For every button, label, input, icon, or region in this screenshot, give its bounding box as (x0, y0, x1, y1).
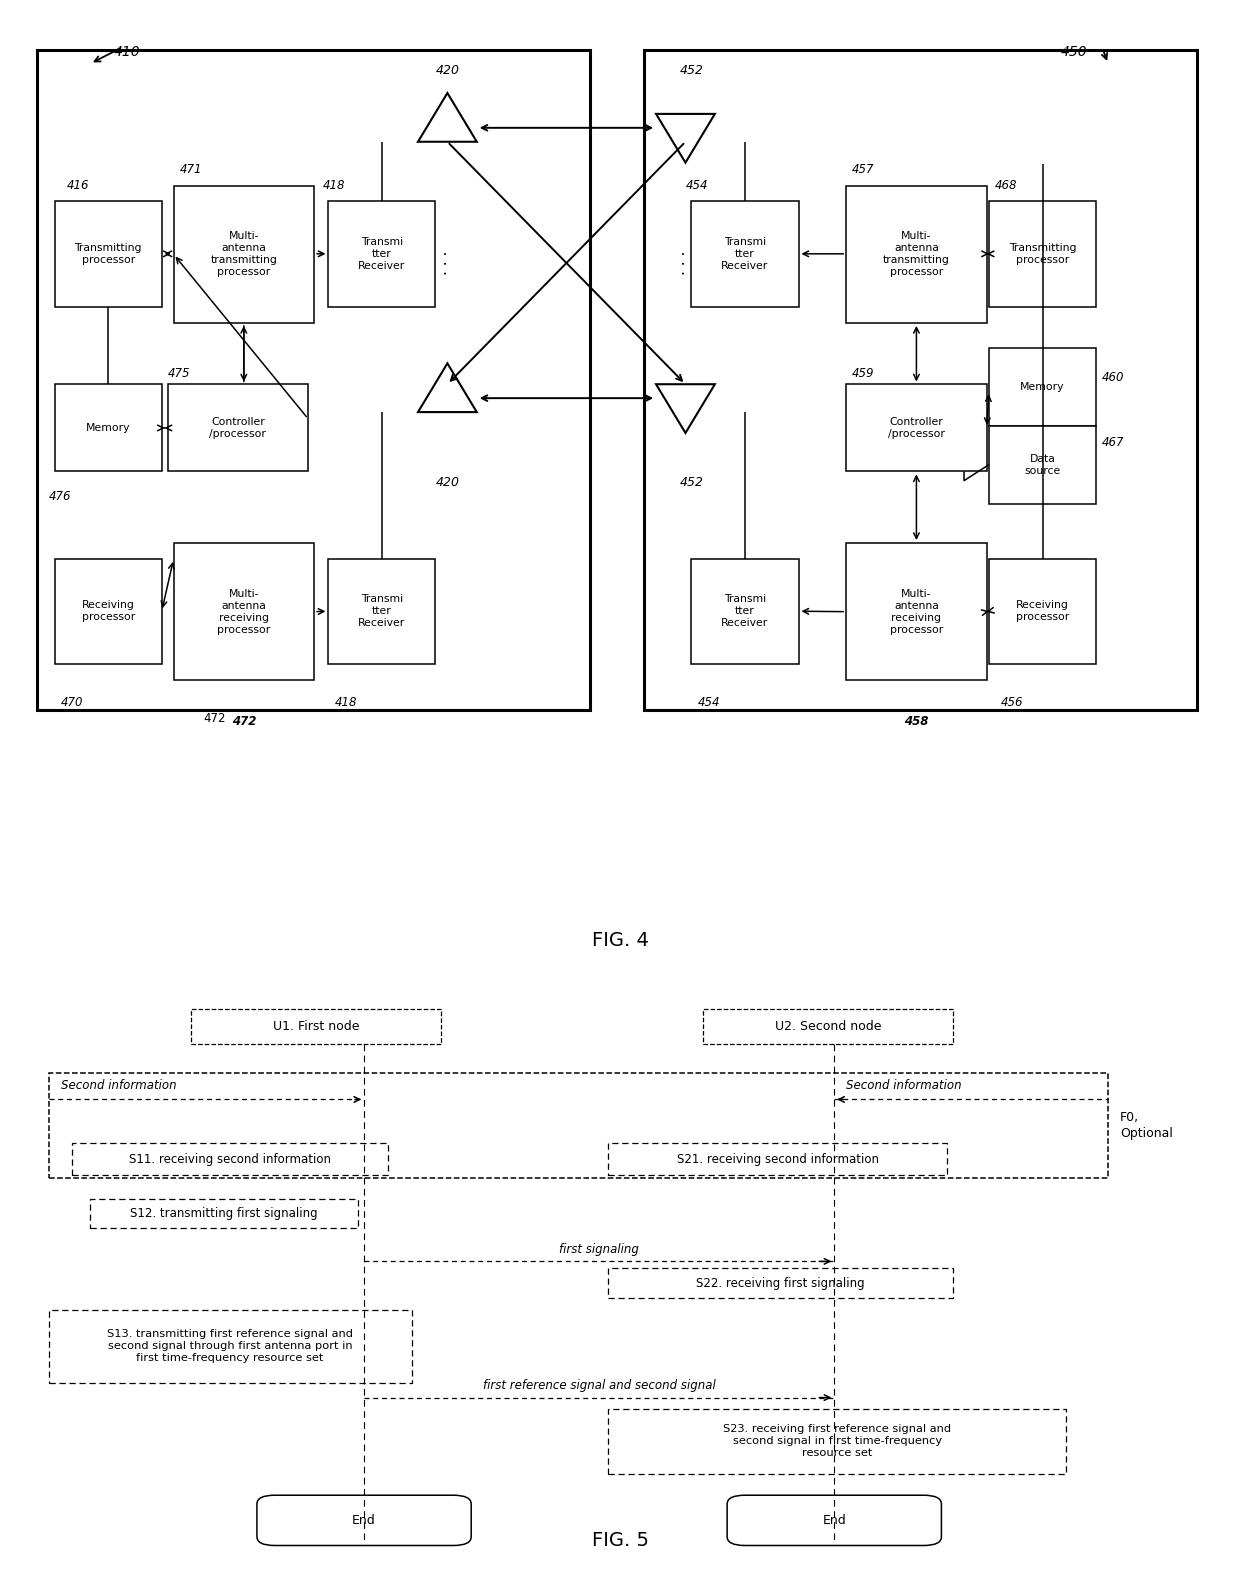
Text: 418: 418 (335, 695, 357, 709)
FancyBboxPatch shape (167, 384, 308, 471)
FancyBboxPatch shape (990, 201, 1096, 307)
FancyBboxPatch shape (174, 544, 314, 681)
Text: S23. receiving first reference signal and
second signal in first time-frequency
: S23. receiving first reference signal an… (723, 1425, 951, 1458)
Text: FIG. 5: FIG. 5 (591, 1531, 649, 1550)
FancyBboxPatch shape (703, 1010, 954, 1044)
FancyBboxPatch shape (990, 425, 1096, 504)
FancyBboxPatch shape (608, 1409, 1066, 1474)
Text: FIG. 4: FIG. 4 (591, 931, 649, 950)
Text: Multi-
antenna
receiving
processor: Multi- antenna receiving processor (217, 589, 270, 635)
Text: 475: 475 (167, 367, 190, 379)
FancyBboxPatch shape (846, 185, 987, 322)
Text: S22. receiving first signaling: S22. receiving first signaling (697, 1277, 866, 1289)
FancyBboxPatch shape (990, 559, 1096, 664)
Text: Transmi
tter
Receiver: Transmi tter Receiver (722, 237, 769, 270)
Text: 416: 416 (67, 179, 89, 193)
FancyBboxPatch shape (608, 1144, 947, 1176)
FancyBboxPatch shape (257, 1495, 471, 1545)
Text: Multi-
antenna
receiving
processor: Multi- antenna receiving processor (890, 589, 944, 635)
FancyBboxPatch shape (191, 1010, 441, 1044)
Text: 470: 470 (61, 695, 83, 709)
Text: Controller
/processor: Controller /processor (888, 417, 945, 439)
Text: 457: 457 (852, 163, 874, 177)
Text: Transmitting
processor: Transmitting processor (1009, 243, 1076, 265)
Text: 420: 420 (435, 476, 460, 490)
Polygon shape (656, 384, 715, 433)
Text: Multi-
antenna
transmitting
processor: Multi- antenna transmitting processor (211, 231, 278, 276)
Text: Receiving
processor: Receiving processor (82, 600, 135, 623)
FancyBboxPatch shape (55, 201, 161, 307)
FancyBboxPatch shape (846, 384, 987, 471)
Text: Controller
/processor: Controller /processor (210, 417, 267, 439)
Text: 410: 410 (114, 46, 140, 60)
Text: 418: 418 (322, 179, 345, 193)
Text: Transmi
tter
Receiver: Transmi tter Receiver (358, 594, 405, 629)
Text: Data
source: Data source (1024, 453, 1060, 476)
Text: End: End (822, 1514, 846, 1526)
FancyBboxPatch shape (55, 384, 161, 471)
FancyBboxPatch shape (72, 1144, 388, 1176)
Text: 459: 459 (852, 367, 874, 379)
Text: Second information: Second information (61, 1079, 176, 1092)
Text: first signaling: first signaling (559, 1242, 639, 1256)
Text: S13. transmitting first reference signal and
second signal through first antenna: S13. transmitting first reference signal… (107, 1329, 353, 1364)
Polygon shape (656, 114, 715, 163)
Text: S21. receiving second information: S21. receiving second information (677, 1153, 879, 1166)
Polygon shape (418, 363, 477, 412)
FancyBboxPatch shape (55, 559, 161, 664)
Text: · · ·: · · · (678, 251, 693, 275)
Polygon shape (418, 93, 477, 142)
Text: Multi-
antenna
transmitting
processor: Multi- antenna transmitting processor (883, 231, 950, 276)
Text: Transmi
tter
Receiver: Transmi tter Receiver (358, 237, 405, 270)
Text: Memory: Memory (86, 423, 130, 433)
Text: 420: 420 (435, 65, 460, 77)
Text: 468: 468 (994, 179, 1018, 193)
FancyBboxPatch shape (608, 1267, 954, 1299)
Text: 460: 460 (1102, 371, 1125, 384)
Text: 450: 450 (1060, 46, 1087, 60)
Text: 456: 456 (1001, 695, 1023, 709)
Text: S11. receiving second information: S11. receiving second information (129, 1153, 331, 1166)
Text: Second information: Second information (846, 1079, 962, 1092)
Text: · · ·: · · · (440, 251, 455, 275)
Text: 452: 452 (680, 476, 703, 490)
FancyBboxPatch shape (692, 559, 799, 664)
Text: 472: 472 (232, 716, 255, 728)
FancyBboxPatch shape (48, 1310, 412, 1382)
Text: 472: 472 (203, 713, 226, 725)
Text: 454: 454 (697, 695, 720, 709)
Text: End: End (352, 1514, 376, 1526)
Text: U1. First node: U1. First node (273, 1019, 360, 1033)
Text: first reference signal and second signal: first reference signal and second signal (482, 1379, 715, 1392)
Text: 454: 454 (686, 179, 708, 193)
Text: 471: 471 (180, 163, 202, 177)
FancyBboxPatch shape (692, 201, 799, 307)
Text: Receiving
processor: Receiving processor (1016, 600, 1069, 623)
Text: Transmi
tter
Receiver: Transmi tter Receiver (722, 594, 769, 629)
FancyBboxPatch shape (990, 348, 1096, 425)
Text: 467: 467 (1102, 436, 1125, 449)
Text: Memory: Memory (1021, 382, 1065, 392)
Text: 458: 458 (904, 716, 929, 728)
Text: 476: 476 (48, 490, 71, 502)
FancyBboxPatch shape (329, 201, 435, 307)
Text: Transmitting
processor: Transmitting processor (74, 243, 141, 265)
FancyBboxPatch shape (174, 185, 314, 322)
Text: F0,
Optional: F0, Optional (1120, 1111, 1173, 1141)
FancyBboxPatch shape (91, 1199, 358, 1228)
Text: 452: 452 (680, 65, 703, 77)
Text: U2. Second node: U2. Second node (775, 1019, 882, 1033)
FancyBboxPatch shape (846, 544, 987, 681)
Text: S12. transmitting first signaling: S12. transmitting first signaling (130, 1207, 317, 1220)
FancyBboxPatch shape (727, 1495, 941, 1545)
FancyBboxPatch shape (329, 559, 435, 664)
